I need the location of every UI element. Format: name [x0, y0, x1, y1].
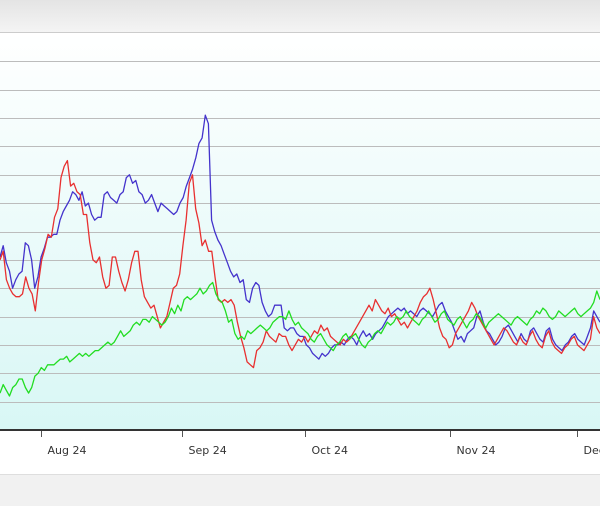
- window-top-bar: [0, 0, 600, 32]
- plot-area: [0, 33, 600, 430]
- series-line-3: [0, 281, 600, 397]
- grid-lines: [0, 61, 600, 403]
- x-axis-ticks: Aug 24 Sep 24 Oct 24 Nov 24 Dec 24: [41, 431, 600, 457]
- series-line-2: [0, 159, 600, 369]
- scrollbar-track[interactable]: [0, 474, 600, 506]
- x-tick-label: Nov 24: [457, 444, 496, 457]
- x-tick-label: Aug 24: [48, 444, 87, 457]
- x-axis-strip: [0, 431, 600, 463]
- series-line-1: [0, 114, 600, 360]
- x-tick-label: Dec 24: [584, 444, 600, 457]
- series-layer: [0, 114, 600, 397]
- x-tick-label: Oct 24: [312, 444, 349, 457]
- x-tick-label: Sep 24: [189, 444, 227, 457]
